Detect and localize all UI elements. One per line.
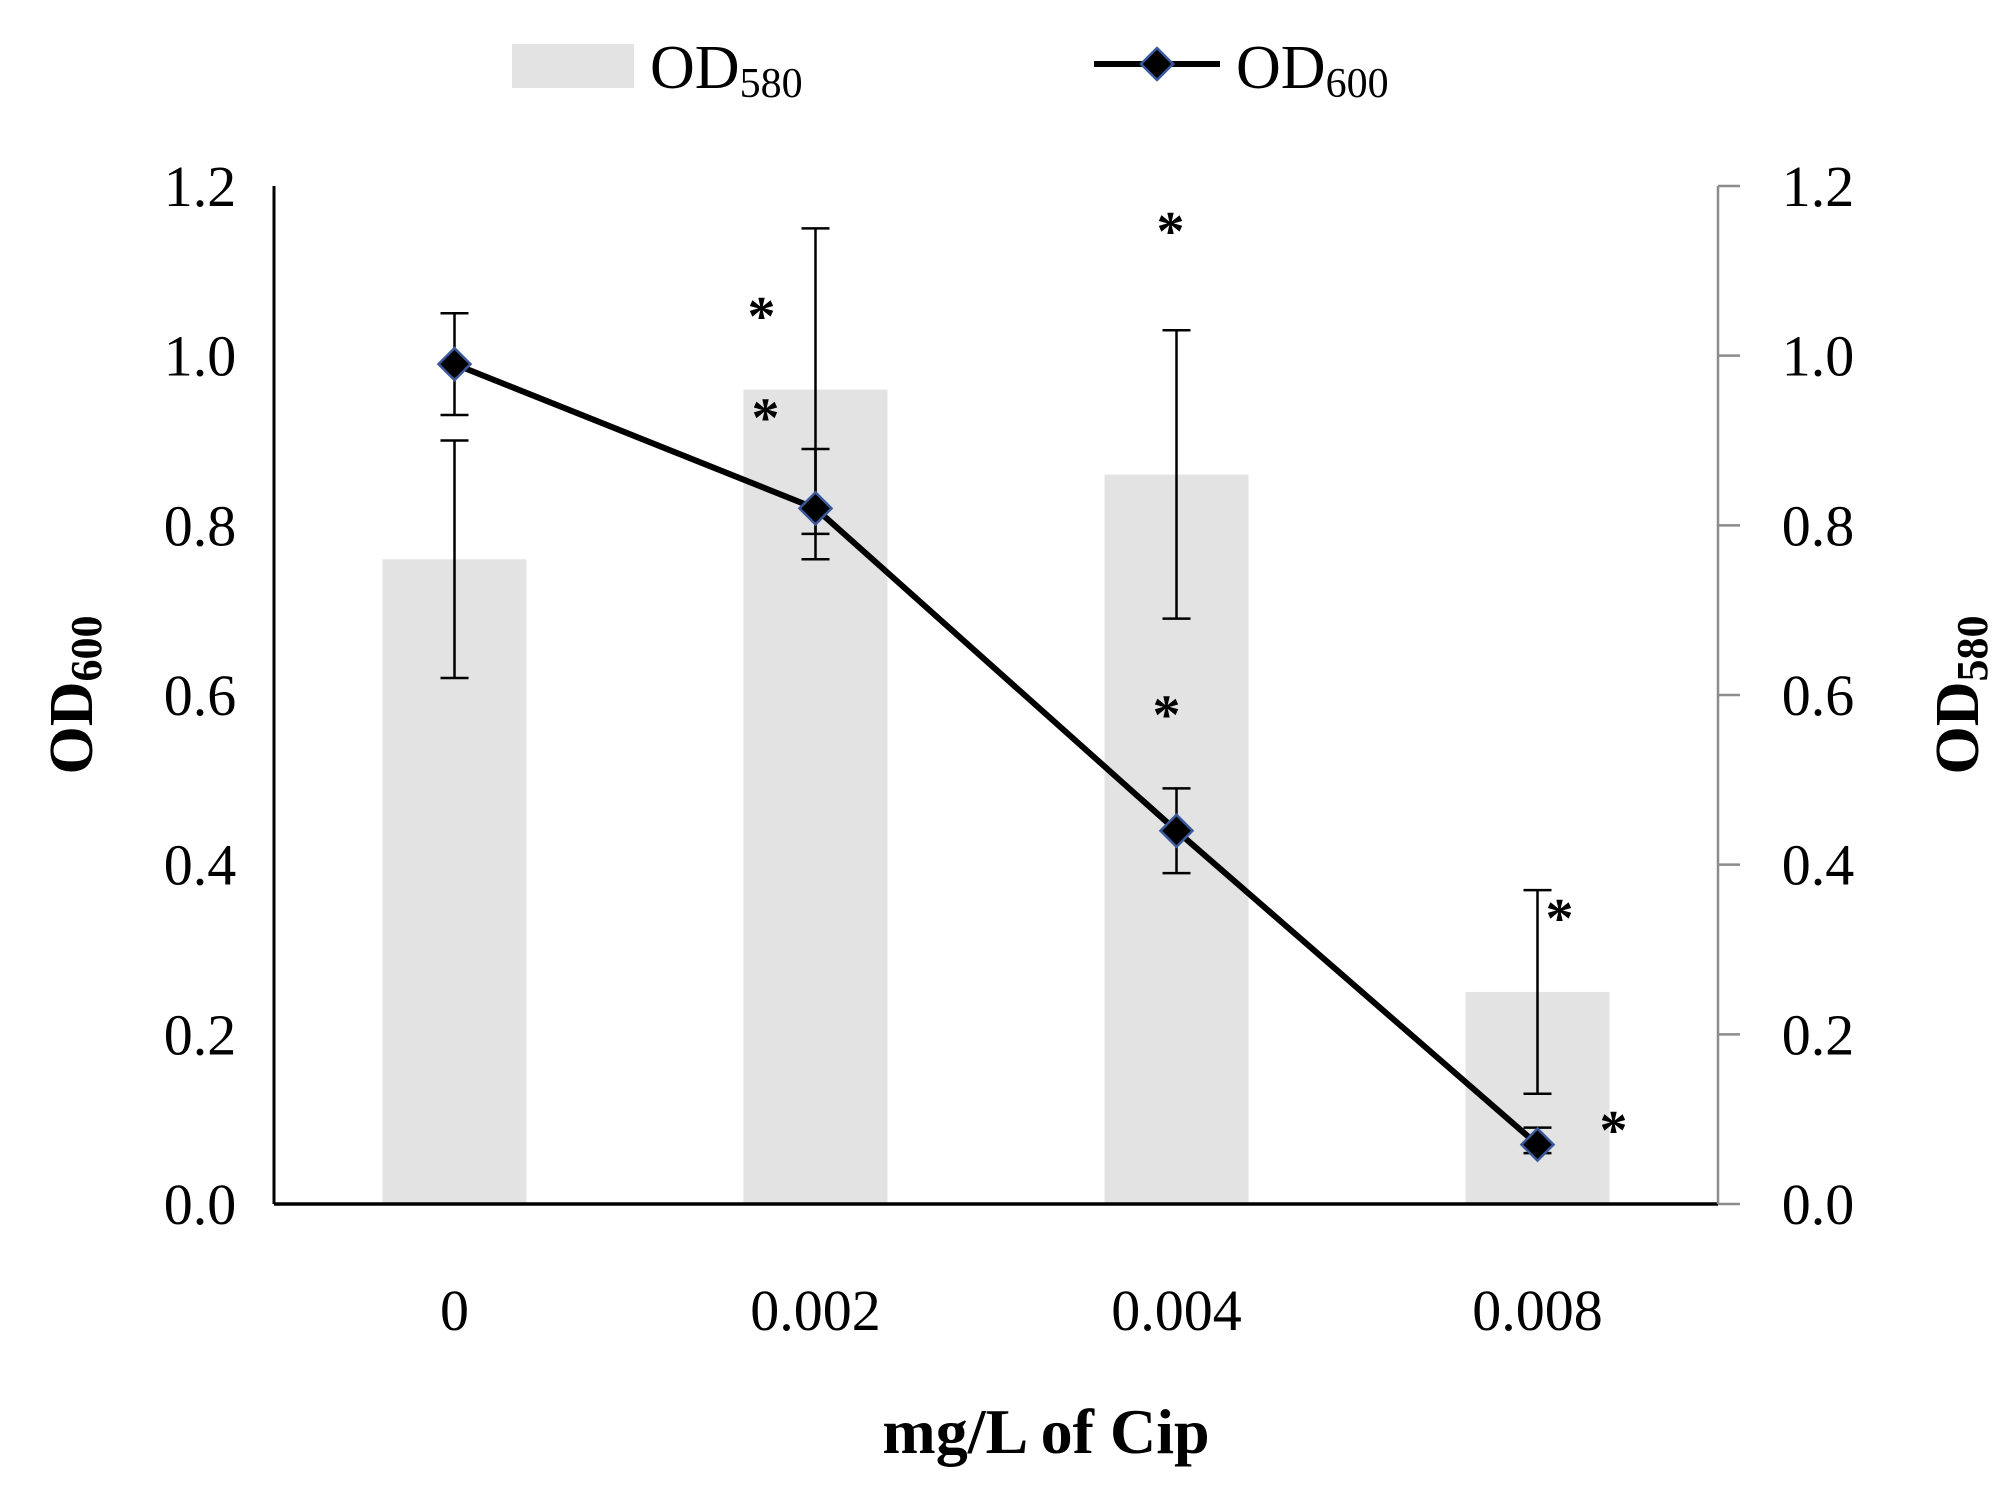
y-tick-label-left-6: 1.2 <box>164 154 237 219</box>
y-axis-label-left-base: OD <box>38 682 106 775</box>
legend-line-marker <box>1139 46 1175 82</box>
y-tick-label-right-2: 0.4 <box>1782 833 1855 898</box>
y-axis-label-right-base: OD <box>1924 682 1992 775</box>
legend-line-label-base: OD <box>1236 34 1326 102</box>
x-tick-label-0: 0 <box>440 1278 469 1343</box>
x-axis-label: mg/L of Cip <box>882 1396 1209 1467</box>
significance-marker-1: * <box>752 388 780 450</box>
y-tick-label-left-3: 0.6 <box>164 663 237 728</box>
x-tick-label-1: 0.002 <box>750 1278 881 1343</box>
y-tick-label-left-0: 0.0 <box>164 1172 237 1237</box>
significance-marker-4: * <box>1546 888 1574 950</box>
legend-bar-label-sub: 580 <box>740 61 803 107</box>
y-tick-label-right-5: 1.0 <box>1782 324 1855 389</box>
significance-marker-2: * <box>1157 201 1185 263</box>
significance-marker-0: * <box>748 286 776 348</box>
x-tick-label-3: 0.008 <box>1472 1278 1603 1343</box>
marker-OD600-1 <box>797 490 834 527</box>
bars-layer <box>382 389 1610 1205</box>
marker-OD600-3 <box>1519 1126 1556 1163</box>
axes-layer <box>272 184 1740 1206</box>
bar-errors-layer <box>440 227 1552 1095</box>
line-layer <box>436 312 1556 1163</box>
labels-layer: 0.0 0.0 0.2 0.2 0.4 0.4 0.6 0.6 0.8 0.8 1.0 1.0 1.2 1… <box>38 154 1997 1467</box>
y-tick-label-left-1: 0.2 <box>164 1002 237 1067</box>
y-axis-label-left: OD600 <box>38 616 111 775</box>
line-OD600 <box>453 361 1540 1147</box>
y-tick-label-right-0: 0.0 <box>1782 1172 1855 1237</box>
y-tick-label-left-5: 1.0 <box>164 324 237 389</box>
y-axis-label-right: OD580 <box>1924 616 1997 775</box>
legend-layer: OD580 OD600 <box>512 34 1389 107</box>
y-tick-label-right-4: 0.8 <box>1782 493 1855 558</box>
legend-bar-label-base: OD <box>650 34 740 102</box>
significance-marker-3: * <box>1153 684 1181 746</box>
y-axis-label-right-sub: 580 <box>1948 616 1997 682</box>
y-axis-label-left-sub: 600 <box>62 616 111 682</box>
legend-line-label-sub: 600 <box>1326 61 1389 107</box>
x-tick-label-2: 0.004 <box>1111 1278 1242 1343</box>
marker-OD600-0 <box>436 346 473 382</box>
legend-line-label: OD600 <box>1236 34 1389 107</box>
legend-bar-swatch <box>512 44 634 88</box>
y-tick-label-right-1: 0.2 <box>1782 1002 1855 1067</box>
y-tick-label-right-6: 1.2 <box>1782 154 1855 219</box>
marker-OD600-2 <box>1158 812 1195 849</box>
y-tick-label-left-2: 0.4 <box>164 833 237 898</box>
significance-marker-5: * <box>1600 1100 1628 1162</box>
annot-layer: * * * * * * <box>748 201 1628 1162</box>
y-tick-label-left-4: 0.8 <box>164 493 237 558</box>
legend-bar-label: OD580 <box>650 34 803 107</box>
y-tick-label-right-3: 0.6 <box>1782 663 1855 728</box>
